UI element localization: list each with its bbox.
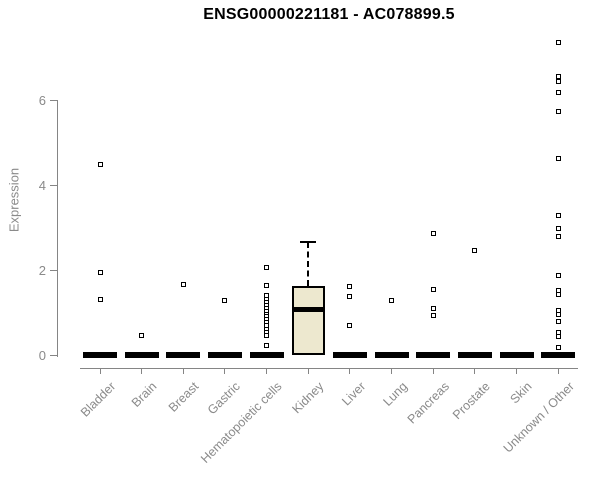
data-point [347, 293, 353, 299]
data-point [555, 272, 561, 278]
data-point [222, 297, 228, 303]
x-tick-label: Prostate [450, 379, 494, 423]
data-point [472, 248, 478, 254]
y-tick-label: 0 [38, 348, 46, 363]
data-point [555, 226, 561, 232]
x-axis-line [80, 368, 578, 369]
data-point [389, 297, 395, 303]
collapsed-boxplot-bar [499, 352, 534, 358]
data-point [555, 234, 561, 240]
whisker-cap [300, 240, 317, 243]
data-point [555, 213, 561, 219]
data-point [264, 264, 270, 270]
x-tick-label: Lung [380, 379, 410, 409]
collapsed-boxplot-bar [249, 352, 284, 358]
x-tick-label: Breast [166, 379, 202, 415]
data-point [555, 79, 561, 85]
y-tick-label: 6 [38, 93, 46, 108]
x-tick [432, 368, 434, 374]
x-tick-label: Bladder [77, 379, 119, 420]
x-tick [516, 368, 518, 374]
data-point [264, 343, 270, 349]
collapsed-boxplot-bar [332, 352, 367, 358]
collapsed-boxplot-bar [124, 352, 159, 358]
y-tick-label: 2 [38, 263, 46, 278]
x-tick [557, 368, 559, 374]
x-tick [266, 368, 268, 374]
data-point [430, 286, 436, 292]
x-tick-label: Gastric [205, 379, 244, 418]
y-axis-label: Expression [6, 167, 22, 233]
y-tick [50, 355, 57, 356]
median-line [291, 307, 325, 313]
boxplot-box [291, 285, 325, 355]
data-point [97, 270, 103, 276]
x-tick-label: Hematopoietic cells [198, 379, 285, 466]
data-point [347, 322, 353, 328]
x-tick-label: Brain [129, 379, 160, 410]
collapsed-boxplot-bar [374, 352, 409, 358]
data-point [555, 344, 561, 350]
y-tick [50, 100, 57, 101]
collapsed-boxplot-bar [83, 352, 117, 358]
x-tick [99, 368, 101, 374]
data-point [555, 318, 561, 324]
y-tick [50, 270, 57, 271]
x-tick [307, 368, 309, 374]
data-point [264, 282, 270, 288]
x-tick [349, 368, 351, 374]
data-point [430, 230, 436, 236]
x-tick-label: Liver [339, 379, 369, 409]
data-point [97, 161, 103, 167]
whisker [307, 241, 310, 286]
x-tick [391, 368, 393, 374]
data-point [347, 283, 353, 289]
data-point [555, 90, 561, 96]
y-tick-label: 4 [38, 178, 46, 193]
x-tick [182, 368, 184, 374]
y-tick [50, 185, 57, 186]
x-tick [474, 368, 476, 374]
data-point [430, 312, 436, 318]
collapsed-boxplot-bar [541, 352, 576, 358]
x-tick [224, 368, 226, 374]
chart-title: ENSG00000221181 - AC078899.5 [203, 6, 455, 23]
data-point [555, 292, 561, 298]
data-point [180, 281, 186, 287]
data-point [264, 332, 270, 338]
data-point [139, 333, 145, 339]
data-point [555, 74, 561, 80]
data-point [97, 296, 103, 302]
data-point [555, 40, 561, 46]
y-axis-line [57, 100, 58, 357]
x-tick-label: Skin [507, 379, 535, 407]
data-point [555, 333, 561, 339]
data-point [430, 305, 436, 311]
x-tick-label: Kidney [289, 379, 327, 417]
data-point [555, 312, 561, 318]
data-point [555, 156, 561, 162]
x-tick [141, 368, 143, 374]
data-point [555, 109, 561, 115]
collapsed-boxplot-bar [457, 352, 492, 358]
collapsed-boxplot-bar [207, 352, 242, 358]
collapsed-boxplot-bar [416, 352, 451, 358]
collapsed-boxplot-bar [166, 352, 201, 358]
x-tick-label: Pancreas [404, 379, 452, 427]
